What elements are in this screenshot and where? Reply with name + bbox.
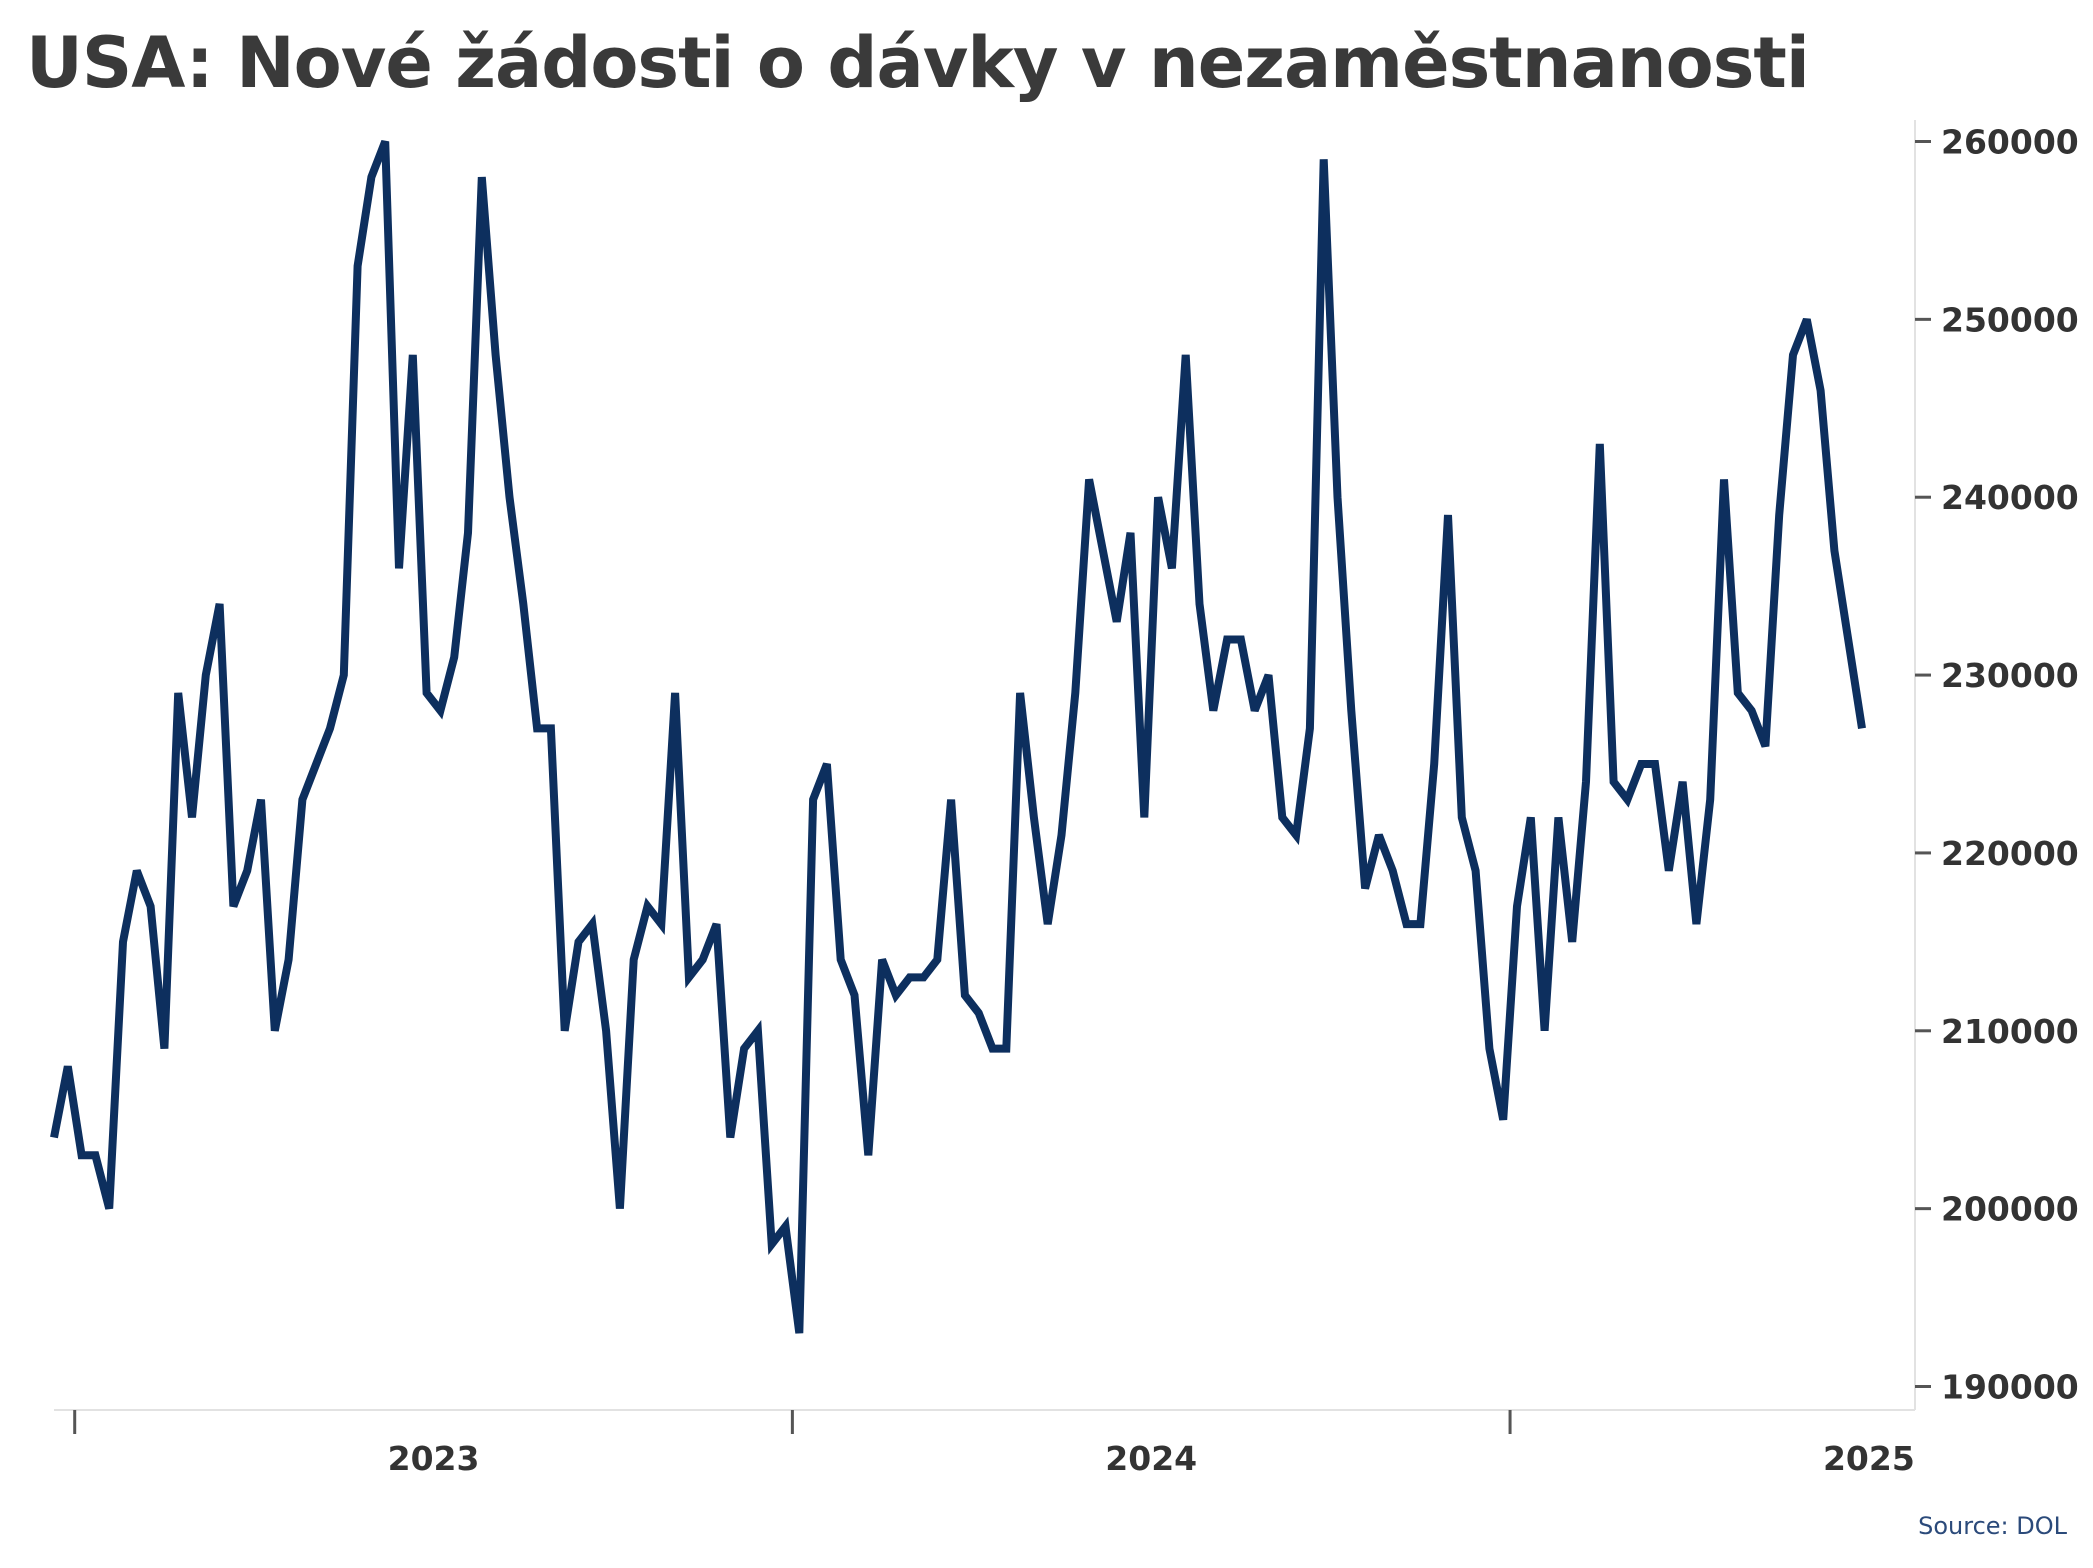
x-tick-label: 2025 xyxy=(1823,1439,1915,1478)
x-tick-label: 2024 xyxy=(1105,1439,1197,1478)
axes: 190000 200000 210000 220000 230000 240000 2500… xyxy=(54,120,2079,1478)
x-tick-label: 2023 xyxy=(388,1439,480,1478)
source-note: Source: DOL xyxy=(1918,1512,2067,1540)
y-tick-label: 220000 xyxy=(1941,834,2079,873)
y-tick-label: 210000 xyxy=(1941,1012,2079,1051)
plot-area xyxy=(50,140,1866,1334)
series-line xyxy=(50,140,1866,1334)
y-tick-label: 200000 xyxy=(1941,1190,2079,1229)
y-tick-label: 260000 xyxy=(1941,123,2079,162)
y-tick-label: 190000 xyxy=(1941,1368,2079,1407)
chart-title: USA: Nové žádosti o dávky v nezaměstnano… xyxy=(26,22,1810,104)
y-tick-label: 230000 xyxy=(1941,656,2079,695)
y-tick-label: 240000 xyxy=(1941,478,2079,517)
y-tick-label: 250000 xyxy=(1941,300,2079,339)
